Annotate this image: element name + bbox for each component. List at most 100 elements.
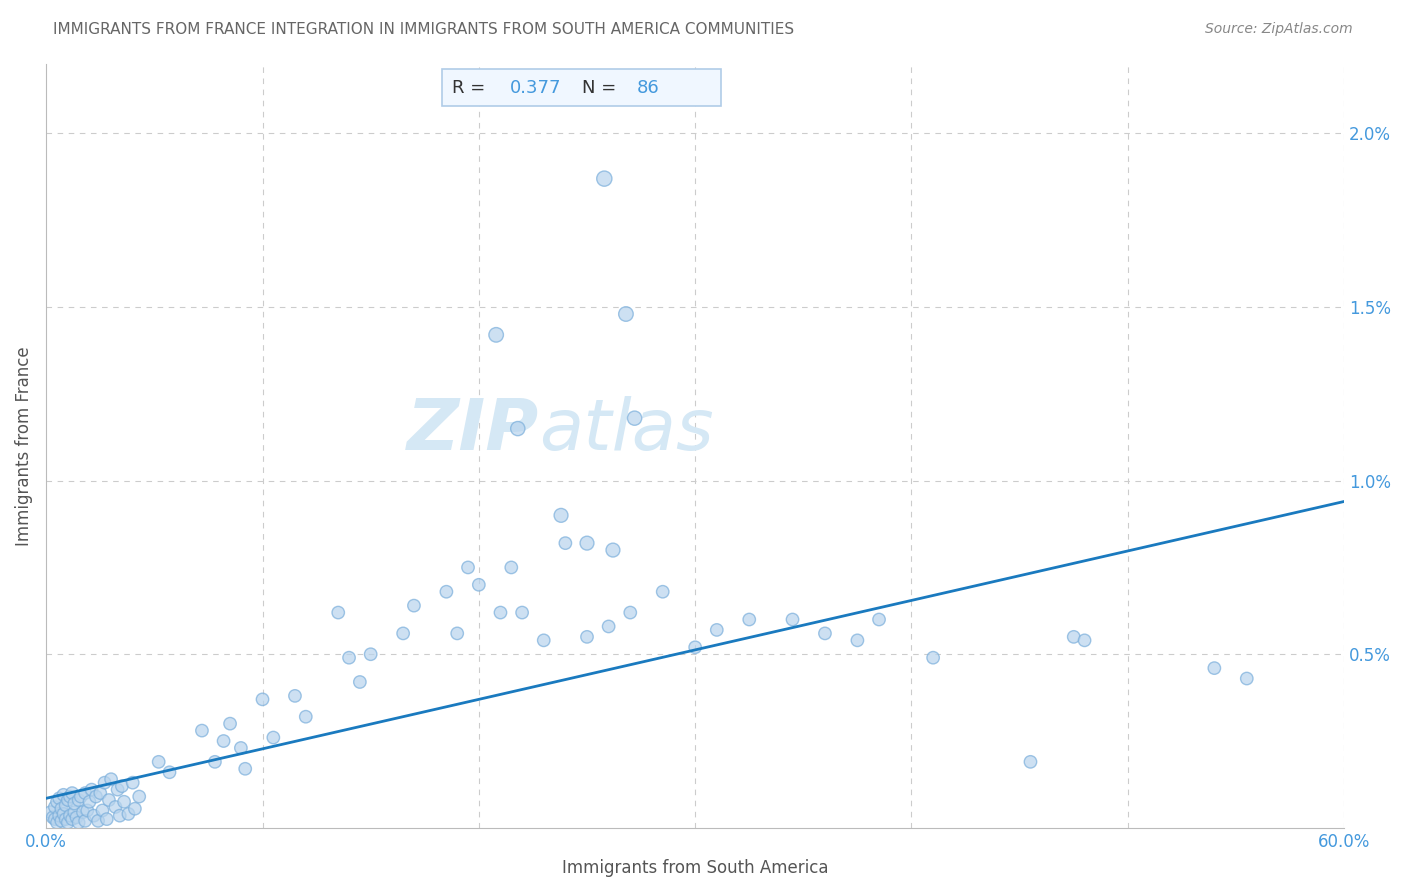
Point xyxy=(501,560,523,574)
Point xyxy=(121,775,143,789)
Point xyxy=(111,779,134,793)
Point xyxy=(56,815,79,830)
Point xyxy=(233,762,256,776)
Text: R =: R = xyxy=(453,78,492,96)
Point xyxy=(575,630,598,644)
Point xyxy=(651,584,673,599)
Point xyxy=(782,613,804,627)
Point xyxy=(252,692,274,706)
Point xyxy=(56,793,79,807)
Point xyxy=(108,808,131,822)
Point xyxy=(51,802,73,816)
Point xyxy=(593,171,616,186)
Point xyxy=(457,560,479,574)
Point xyxy=(814,626,837,640)
Point xyxy=(39,805,62,820)
Point xyxy=(75,814,97,828)
Point xyxy=(485,327,508,342)
Point xyxy=(1019,755,1042,769)
Point xyxy=(72,805,94,820)
Point xyxy=(294,709,316,723)
Point xyxy=(76,804,98,818)
Y-axis label: Immigrants from France: Immigrants from France xyxy=(15,346,32,546)
Point xyxy=(159,765,181,780)
Point xyxy=(59,808,82,822)
Point xyxy=(468,578,491,592)
Point xyxy=(510,606,533,620)
Point xyxy=(96,812,118,826)
Point xyxy=(434,584,457,599)
Point xyxy=(87,814,110,828)
Point xyxy=(80,782,103,797)
Point xyxy=(60,786,83,800)
Point xyxy=(124,802,146,816)
Point xyxy=(1236,672,1258,686)
Text: N =: N = xyxy=(582,78,623,96)
Point xyxy=(46,795,69,809)
Point xyxy=(63,797,86,811)
Point xyxy=(44,812,66,826)
Point xyxy=(59,789,82,804)
Point xyxy=(93,775,115,789)
Point xyxy=(191,723,214,738)
Point xyxy=(63,805,86,820)
Point xyxy=(846,633,869,648)
Point xyxy=(489,606,512,620)
Point xyxy=(446,626,468,640)
Point xyxy=(44,800,66,814)
Point xyxy=(51,814,73,828)
Point xyxy=(148,755,170,769)
Point xyxy=(392,626,415,640)
Point xyxy=(683,640,706,655)
Point xyxy=(402,599,425,613)
Point xyxy=(328,606,350,620)
Point xyxy=(60,812,83,826)
Point xyxy=(52,788,75,802)
Point xyxy=(79,795,101,809)
Point xyxy=(212,734,235,748)
FancyBboxPatch shape xyxy=(441,70,721,106)
X-axis label: Immigrants from South America: Immigrants from South America xyxy=(562,859,828,877)
Text: atlas: atlas xyxy=(540,396,714,465)
Point xyxy=(575,536,598,550)
Point xyxy=(229,741,252,756)
Point xyxy=(48,808,70,822)
Point xyxy=(100,772,122,787)
Point xyxy=(107,782,129,797)
Point xyxy=(104,800,127,814)
Point xyxy=(284,689,307,703)
Point xyxy=(623,411,645,425)
Point xyxy=(1204,661,1226,675)
Point xyxy=(738,613,761,627)
Point xyxy=(117,806,139,821)
Point xyxy=(91,804,114,818)
Point xyxy=(204,755,226,769)
Point xyxy=(55,812,77,826)
Point xyxy=(533,633,555,648)
Point xyxy=(554,536,576,550)
Point xyxy=(128,789,150,804)
Text: ZIP: ZIP xyxy=(408,396,540,465)
Point xyxy=(360,647,382,661)
Point xyxy=(97,793,120,807)
Text: Source: ZipAtlas.com: Source: ZipAtlas.com xyxy=(1205,22,1353,37)
Point xyxy=(614,307,637,321)
Point xyxy=(550,508,572,523)
Point xyxy=(1063,630,1085,644)
Text: 0.377: 0.377 xyxy=(509,78,561,96)
Text: 86: 86 xyxy=(637,78,659,96)
Point xyxy=(89,786,111,800)
Point xyxy=(84,789,107,804)
Point xyxy=(52,806,75,821)
Point xyxy=(219,716,242,731)
Point xyxy=(706,623,728,637)
Point xyxy=(619,606,641,620)
Point xyxy=(506,421,529,435)
Point xyxy=(262,731,284,745)
Point xyxy=(83,808,105,822)
Point xyxy=(1073,633,1095,648)
Point xyxy=(112,795,135,809)
Text: IMMIGRANTS FROM FRANCE INTEGRATION IN IMMIGRANTS FROM SOUTH AMERICA COMMUNITIES: IMMIGRANTS FROM FRANCE INTEGRATION IN IM… xyxy=(53,22,794,37)
Point xyxy=(65,810,87,824)
Point xyxy=(337,650,360,665)
